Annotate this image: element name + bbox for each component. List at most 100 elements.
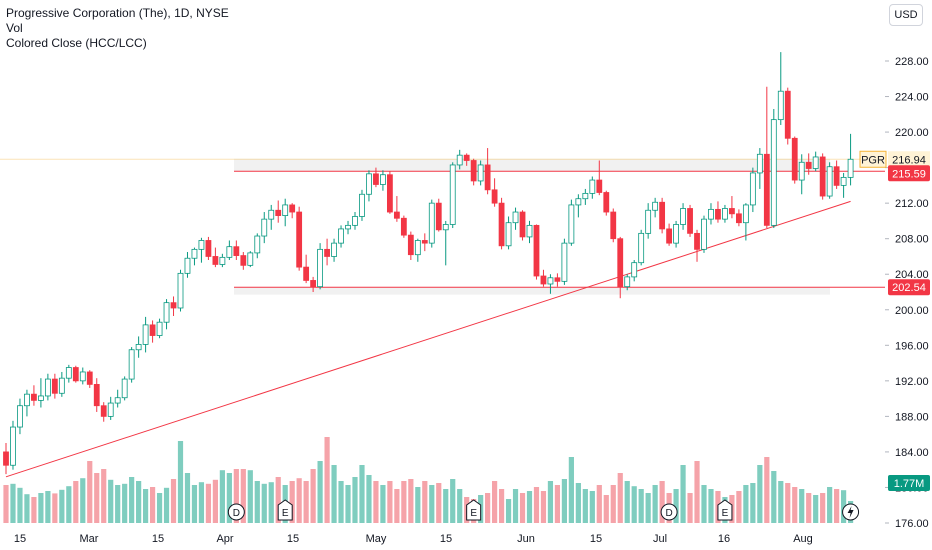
candle-body <box>191 248 198 259</box>
level-tag-1: 215.59 <box>888 165 930 182</box>
candle-body <box>819 156 826 197</box>
candle-body <box>798 161 805 181</box>
candle <box>303 254 310 284</box>
candle-body <box>547 277 554 285</box>
volume-bar <box>694 461 700 523</box>
volume-bar <box>387 481 393 523</box>
volume-bar <box>610 485 616 523</box>
y-tick-label: 196.00 <box>895 340 929 352</box>
level-tag-2: 202.54 <box>888 279 930 296</box>
y-tick-label: 212.00 <box>895 198 929 210</box>
volume-bar <box>659 481 665 523</box>
level-tag-2-text: 202.54 <box>892 282 926 294</box>
event-marker-flash[interactable] <box>842 503 860 521</box>
candle-body <box>701 218 707 250</box>
candle <box>184 252 191 278</box>
candle <box>638 229 645 266</box>
y-tick-label: 200.00 <box>895 305 929 317</box>
event-marker-e[interactable]: E <box>717 499 733 521</box>
candle-body <box>289 204 296 213</box>
candle-body <box>345 224 351 230</box>
candle-body <box>680 208 686 225</box>
candle <box>128 347 135 383</box>
candle-body <box>687 208 693 234</box>
volume-bar <box>450 479 456 523</box>
volume-bar <box>401 481 407 523</box>
volume-bar <box>198 482 205 523</box>
candle <box>554 273 561 287</box>
candle <box>51 373 58 399</box>
volume-bar <box>338 481 344 523</box>
volume-bar <box>582 489 588 523</box>
event-marker-e[interactable]: E <box>277 499 293 521</box>
event-marker-d[interactable]: D <box>660 503 678 521</box>
candle-body <box>659 201 666 230</box>
y-tick-label: 192.00 <box>895 376 929 388</box>
indicator-vol[interactable]: Vol <box>6 21 23 35</box>
candle-body <box>505 222 512 247</box>
volume-bar <box>820 493 826 523</box>
candle <box>38 378 44 408</box>
candle-body <box>24 393 30 407</box>
candle <box>777 52 784 125</box>
candle-body <box>38 395 44 401</box>
candle-body <box>72 367 79 382</box>
candle-body <box>491 189 498 204</box>
candle <box>100 402 107 422</box>
candle-body <box>282 204 289 216</box>
candle <box>652 197 659 218</box>
candle <box>498 197 505 250</box>
event-label: E <box>722 508 729 519</box>
candle-body <box>805 161 812 169</box>
volume-bar <box>415 487 421 523</box>
x-tick-label: Jul <box>653 533 667 545</box>
volume-bar <box>115 485 121 523</box>
volume-bar <box>143 489 149 523</box>
volume-bar <box>652 485 658 523</box>
volume-bar <box>526 491 533 523</box>
volume-bar <box>331 465 337 523</box>
volume-bar <box>687 493 693 523</box>
volume-bar <box>519 493 526 523</box>
volume-bar <box>380 485 386 523</box>
volume-bar <box>631 486 637 523</box>
volume-bar <box>568 457 574 523</box>
y-tick-label: 220.00 <box>895 127 929 139</box>
volume-bar <box>547 481 554 523</box>
symbol-title[interactable]: Progressive Corporation (The), 1D, NYSE <box>6 6 229 20</box>
last-price-bg <box>888 151 930 168</box>
currency-button[interactable]: USD <box>889 4 923 26</box>
volume-bar <box>261 483 267 523</box>
symbol-tag-text: PGR <box>861 154 885 166</box>
candle-body <box>65 367 72 379</box>
candle-body <box>3 451 9 466</box>
candle <box>198 237 205 263</box>
candle-body <box>666 228 672 244</box>
candle-body <box>219 256 226 265</box>
volume-bar <box>212 479 218 523</box>
candle-body <box>729 208 735 215</box>
chart-legend: Progressive Corporation (The), 1D, NYSE … <box>6 6 229 51</box>
volume-bar <box>827 487 833 523</box>
candle-body <box>791 137 798 181</box>
candle-body <box>784 90 791 139</box>
candle-body <box>526 224 533 238</box>
event-marker-d[interactable]: D <box>227 503 245 521</box>
candle-body <box>393 211 400 219</box>
candle-body <box>694 232 700 250</box>
candle-body <box>715 208 721 220</box>
x-tick-label: Aug <box>793 533 813 545</box>
y-tick-label: 224.00 <box>895 92 929 104</box>
trend-line <box>5 200 851 478</box>
candle-body <box>254 235 261 254</box>
volume-bar <box>366 475 372 523</box>
indicator-colored-close[interactable]: Colored Close (HCC/LCC) <box>6 36 147 50</box>
event-marker-e[interactable]: E <box>466 499 482 521</box>
event-label: D <box>233 508 240 519</box>
candle <box>561 238 568 285</box>
volume-bar <box>533 487 540 523</box>
candle <box>212 247 219 268</box>
candle-body <box>142 324 149 345</box>
